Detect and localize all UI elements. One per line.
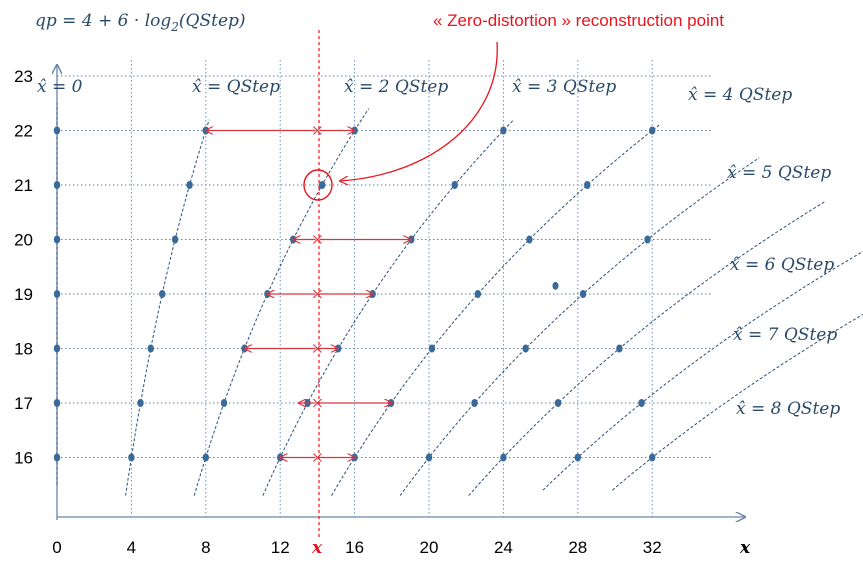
reconstruction-dot xyxy=(425,453,433,462)
reconstruction-dot xyxy=(53,290,61,298)
reconstruction-dot xyxy=(53,399,61,407)
reconstruction-dot xyxy=(500,453,507,462)
x-tick-label: 12 xyxy=(271,538,290,557)
y-tick-label: 23 xyxy=(14,67,33,86)
reconstruction-dot xyxy=(53,181,61,189)
x-tick-label: 8 xyxy=(201,538,210,557)
x-tick-label: 24 xyxy=(494,538,513,557)
y-tick-label: 17 xyxy=(14,394,33,413)
curve-k7 xyxy=(542,250,863,491)
reconstruction-dot xyxy=(649,126,656,135)
curve-label-k6: x̂ = 6 QStep xyxy=(730,255,834,275)
curve-label-k2: x̂ = 2 QStep xyxy=(344,77,448,97)
reconstruction-dot xyxy=(147,344,154,353)
x-tick-label: 4 xyxy=(127,538,136,557)
x-marker-label: x xyxy=(311,538,323,558)
reconstruction-dot xyxy=(554,399,562,407)
reconstruction-dot xyxy=(53,126,61,135)
curve-label-k4: x̂ = 4 QStep xyxy=(688,85,792,105)
curve-k4 xyxy=(331,124,660,496)
reconstruction-dot xyxy=(500,126,507,135)
y-tick-label: 16 xyxy=(14,449,33,468)
reconstruction-dot xyxy=(579,290,587,298)
reconstruction-dot xyxy=(159,290,166,298)
reconstruction-dot xyxy=(137,399,144,407)
x-tick-label: 32 xyxy=(643,538,662,557)
curve-k1 xyxy=(125,119,210,496)
y-tick-label: 18 xyxy=(14,340,33,359)
reconstruction-dot xyxy=(649,453,656,462)
x-axis-label: x xyxy=(739,538,751,558)
reconstruction-dot xyxy=(53,235,61,244)
curve-k3 xyxy=(262,119,515,496)
x-cross-mark xyxy=(313,344,322,353)
reconstruction-dot xyxy=(128,453,135,462)
x-tick-label: 28 xyxy=(568,538,587,557)
x-cross-mark xyxy=(313,126,322,135)
x-cross-mark xyxy=(313,453,322,462)
reconstruction-dot xyxy=(428,344,436,353)
zero-distortion-pointer xyxy=(340,41,498,181)
curve-label-k5: x̂ = 5 QStep xyxy=(727,163,831,183)
reconstruction-dot xyxy=(220,399,228,407)
y-tick-label: 22 xyxy=(14,122,33,141)
y-tick-label: 21 xyxy=(14,176,33,195)
reconstruction-dot xyxy=(318,181,326,189)
reconstruction-dot xyxy=(451,181,458,189)
x-tick-label: 16 xyxy=(345,538,364,557)
reconstruction-dot xyxy=(53,344,61,353)
reconstruction-dot xyxy=(616,344,623,353)
reconstruction-dot xyxy=(644,235,651,244)
curve-label-k8: x̂ = 8 QStep xyxy=(736,399,840,419)
reconstruction-dot xyxy=(471,399,478,407)
distance-arrows xyxy=(206,126,411,462)
reconstruction-dot xyxy=(574,453,581,462)
reconstruction-dot xyxy=(584,181,591,189)
reconstruction-dot xyxy=(171,235,179,244)
curve-k2 xyxy=(193,108,370,496)
reconstruction-dot xyxy=(474,290,482,298)
x-tick-labels: 0 4 8 12 16 20 24 28 32 xyxy=(52,538,661,557)
reconstruction-dot xyxy=(186,181,193,189)
curve-k5 xyxy=(399,157,760,496)
zero-distortion-circle xyxy=(303,169,333,201)
x-cross-mark xyxy=(313,398,322,408)
y-tick-label: 19 xyxy=(14,285,33,304)
reconstruction-dot xyxy=(638,399,645,407)
y-tick-label: 20 xyxy=(14,231,33,250)
reconstruction-dot xyxy=(522,344,529,353)
formula-title: qp = 4 + 6 · log2(QStep) xyxy=(35,11,246,34)
reconstruction-dot xyxy=(53,453,61,462)
reconstruction-dot xyxy=(526,235,533,244)
curve-label-k0: x̂ = 0 xyxy=(37,77,83,97)
x-tick-label: 20 xyxy=(420,538,439,557)
stray-dot xyxy=(552,281,559,290)
curve-label-k1: x̂ = QStep xyxy=(192,77,280,97)
curve-label-k3: x̂ = 3 QStep xyxy=(512,77,616,97)
x-cross-mark xyxy=(313,235,322,244)
curve-labels: x̂ = 0 x̂ = QStep x̂ = 2 QStep x̂ = 3 QS… xyxy=(37,77,840,419)
x-tick-label: 0 xyxy=(52,538,61,557)
grid-lines xyxy=(57,60,712,517)
curve-label-k7: x̂ = 7 QStep xyxy=(733,325,837,345)
reconstruction-dot xyxy=(202,453,209,462)
zero-distortion-annotation: « Zero-distortion » reconstruction point xyxy=(433,11,724,30)
x-cross-mark xyxy=(313,289,322,299)
y-tick-labels: 16 17 18 19 20 21 22 23 xyxy=(14,67,33,468)
